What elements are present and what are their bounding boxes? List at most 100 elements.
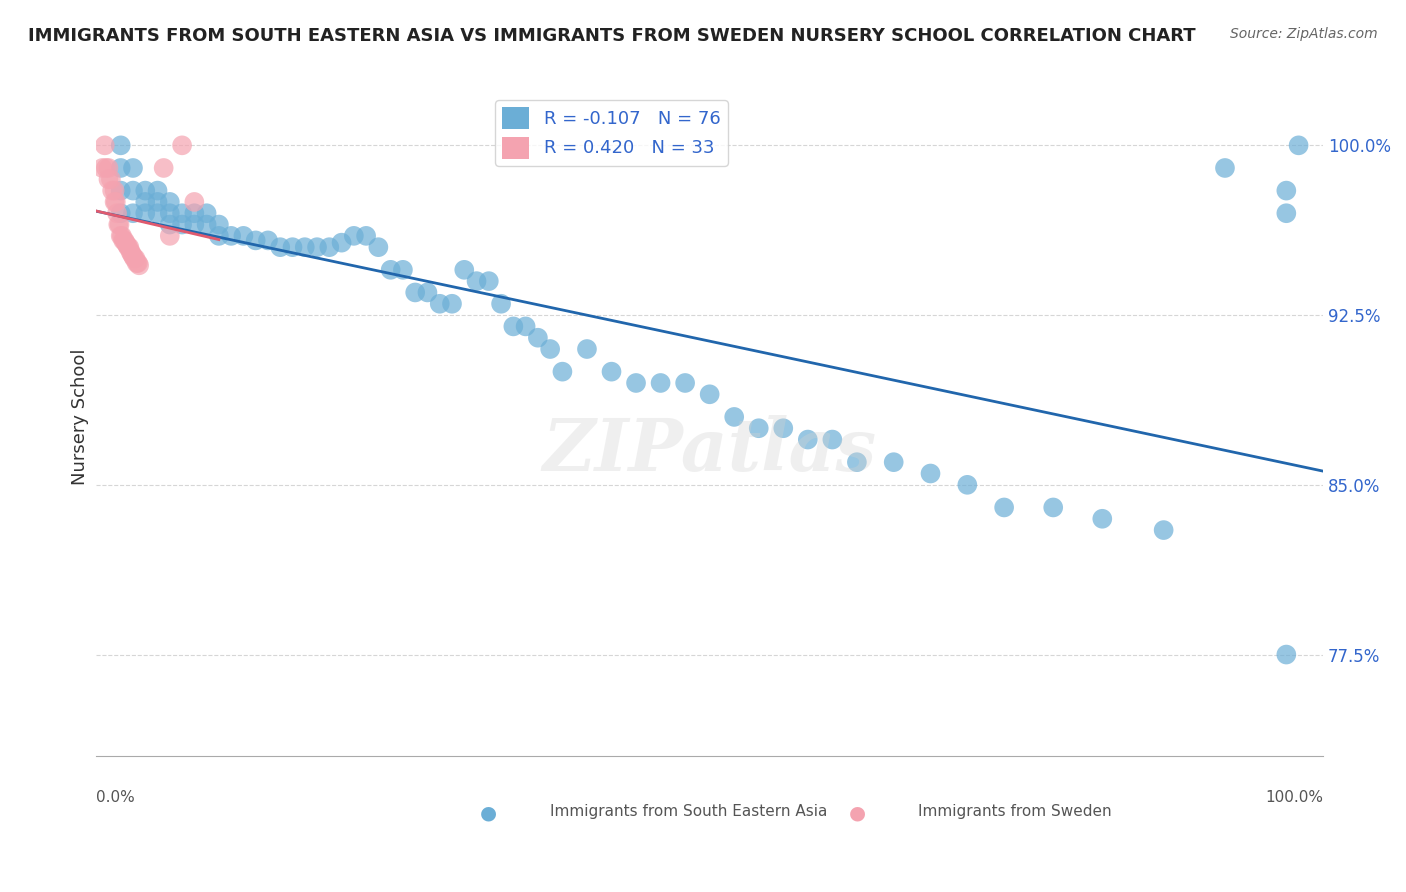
Point xyxy=(453,262,475,277)
Text: 0.0%: 0.0% xyxy=(96,790,135,805)
Text: Source: ZipAtlas.com: Source: ZipAtlas.com xyxy=(1230,27,1378,41)
Point xyxy=(183,206,205,220)
Point xyxy=(797,433,820,447)
Point xyxy=(1275,648,1298,662)
Point xyxy=(1153,523,1175,537)
Point xyxy=(124,252,146,266)
Point xyxy=(318,240,340,254)
Text: IMMIGRANTS FROM SOUTH EASTERN ASIA VS IMMIGRANTS FROM SWEDEN NURSERY SCHOOL CORR: IMMIGRANTS FROM SOUTH EASTERN ASIA VS IM… xyxy=(28,27,1195,45)
Point xyxy=(208,228,231,243)
Text: Immigrants from South Eastern Asia: Immigrants from South Eastern Asia xyxy=(550,804,828,819)
Point xyxy=(699,387,721,401)
Point xyxy=(183,194,205,209)
Point xyxy=(122,249,145,263)
Point xyxy=(121,247,143,261)
Point xyxy=(416,285,439,300)
Point xyxy=(502,319,524,334)
Point xyxy=(305,240,328,254)
Point xyxy=(993,500,1015,515)
Point xyxy=(114,235,136,250)
Point xyxy=(367,240,389,254)
Point xyxy=(380,262,402,277)
Point xyxy=(112,233,135,247)
Point xyxy=(551,365,574,379)
Point xyxy=(146,194,169,209)
Point xyxy=(146,184,169,198)
Point xyxy=(134,206,156,220)
Point xyxy=(110,138,132,153)
Point xyxy=(883,455,905,469)
Point xyxy=(110,184,132,198)
Point xyxy=(111,228,134,243)
Legend: R = -0.107   N = 76, R = 0.420   N = 33: R = -0.107 N = 76, R = 0.420 N = 33 xyxy=(495,100,728,166)
Point xyxy=(104,194,127,209)
Point xyxy=(281,240,304,254)
Point xyxy=(392,262,415,277)
Point xyxy=(128,258,150,272)
Text: ZIPatlas: ZIPatlas xyxy=(543,416,877,486)
Point xyxy=(257,233,280,247)
Point xyxy=(120,244,142,259)
Point xyxy=(845,455,868,469)
Point xyxy=(103,194,125,209)
Text: Immigrants from Sweden: Immigrants from Sweden xyxy=(918,804,1112,819)
Point xyxy=(170,206,193,220)
Point xyxy=(122,252,145,266)
Point xyxy=(94,161,117,175)
Point xyxy=(159,218,181,232)
Point xyxy=(97,161,120,175)
Point xyxy=(1213,161,1236,175)
Point xyxy=(127,256,149,270)
Point xyxy=(146,206,169,220)
Point xyxy=(159,206,181,220)
Point xyxy=(1275,206,1298,220)
Point xyxy=(105,206,128,220)
Point xyxy=(232,228,254,243)
Point xyxy=(134,184,156,198)
Point xyxy=(152,161,174,175)
Point xyxy=(170,218,193,232)
Point xyxy=(122,184,145,198)
Point xyxy=(125,256,148,270)
Point xyxy=(159,228,181,243)
Point xyxy=(112,233,135,247)
Point xyxy=(404,285,426,300)
Point xyxy=(465,274,488,288)
Point xyxy=(117,240,139,254)
Point xyxy=(103,184,125,198)
Point xyxy=(91,161,114,175)
Point xyxy=(108,218,131,232)
Point xyxy=(673,376,696,390)
Point xyxy=(343,228,366,243)
Point xyxy=(245,233,267,247)
Point xyxy=(107,218,129,232)
Point xyxy=(489,297,512,311)
Text: ●: ● xyxy=(481,804,498,823)
Point xyxy=(115,238,138,252)
Text: 100.0%: 100.0% xyxy=(1265,790,1323,805)
Point xyxy=(219,228,242,243)
Point xyxy=(1275,184,1298,198)
Point xyxy=(101,184,124,198)
Text: ●: ● xyxy=(848,804,866,823)
Y-axis label: Nursery School: Nursery School xyxy=(72,349,89,485)
Point xyxy=(159,194,181,209)
Point xyxy=(600,365,623,379)
Point xyxy=(100,172,122,186)
Point xyxy=(1288,138,1310,153)
Point xyxy=(110,206,132,220)
Point xyxy=(772,421,794,435)
Point xyxy=(440,297,463,311)
Point xyxy=(354,228,377,243)
Point xyxy=(478,274,501,288)
Point xyxy=(122,161,145,175)
Point xyxy=(195,206,218,220)
Point xyxy=(723,409,745,424)
Point xyxy=(748,421,770,435)
Point xyxy=(134,194,156,209)
Point xyxy=(575,342,598,356)
Point xyxy=(515,319,537,334)
Point xyxy=(956,478,979,492)
Point xyxy=(650,376,672,390)
Point xyxy=(920,467,942,481)
